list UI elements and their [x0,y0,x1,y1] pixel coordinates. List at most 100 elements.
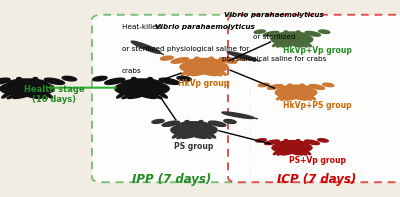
Ellipse shape [195,57,199,60]
Ellipse shape [273,150,281,155]
Text: Heat-killed: Heat-killed [122,24,164,30]
FancyBboxPatch shape [92,15,250,182]
Ellipse shape [0,78,10,84]
Ellipse shape [27,96,41,98]
Ellipse shape [277,151,287,155]
Text: HkVp+Vp group: HkVp+Vp group [283,46,352,55]
Ellipse shape [210,71,222,76]
Text: Vibrio parahaemolyticus: Vibrio parahaemolyticus [224,12,324,18]
Ellipse shape [264,31,279,36]
Ellipse shape [271,34,313,45]
Ellipse shape [199,121,203,123]
Ellipse shape [44,78,64,84]
Text: HkVp group: HkVp group [178,79,230,88]
Ellipse shape [131,41,161,53]
Ellipse shape [171,58,189,63]
Ellipse shape [142,96,156,98]
Ellipse shape [115,81,169,96]
Ellipse shape [284,31,288,33]
Ellipse shape [117,91,126,98]
Ellipse shape [200,134,211,138]
Ellipse shape [319,30,330,33]
Ellipse shape [288,84,292,86]
Ellipse shape [171,124,217,136]
Ellipse shape [185,121,189,123]
Ellipse shape [62,76,76,81]
Ellipse shape [304,41,312,46]
Ellipse shape [292,153,302,155]
Ellipse shape [318,139,328,142]
Ellipse shape [148,78,153,81]
Ellipse shape [323,83,334,87]
Text: HkVp+PS group: HkVp+PS group [283,101,352,110]
Text: or sterilized: or sterilized [253,34,295,40]
Ellipse shape [218,69,226,75]
Ellipse shape [33,78,38,81]
Ellipse shape [13,96,28,98]
Ellipse shape [224,120,236,123]
Ellipse shape [93,76,107,81]
Ellipse shape [265,140,279,145]
Ellipse shape [268,85,283,89]
FancyBboxPatch shape [228,15,400,182]
Ellipse shape [305,140,319,145]
Ellipse shape [204,73,216,76]
Ellipse shape [7,79,48,89]
Ellipse shape [152,120,164,123]
Ellipse shape [275,87,317,98]
Ellipse shape [7,93,20,98]
Ellipse shape [16,78,22,81]
Ellipse shape [177,76,191,81]
Ellipse shape [105,78,125,84]
Ellipse shape [303,150,311,155]
Text: ICP (7 days): ICP (7 days) [277,173,356,186]
Ellipse shape [296,139,300,142]
Ellipse shape [219,58,237,63]
Ellipse shape [284,139,288,142]
Text: or sterilized physiological saline for: or sterilized physiological saline for [122,46,249,52]
Ellipse shape [258,83,269,87]
Ellipse shape [286,98,296,100]
Text: Vibrio parahaemolyticus: Vibrio parahaemolyticus [155,24,255,30]
Ellipse shape [272,41,280,46]
Text: IPP (7 days): IPP (7 days) [132,173,211,186]
Ellipse shape [296,31,300,33]
Ellipse shape [177,134,188,138]
Text: crabs: crabs [122,68,142,74]
Ellipse shape [298,43,307,47]
Ellipse shape [186,71,198,76]
Ellipse shape [209,121,226,126]
Ellipse shape [272,142,312,153]
Ellipse shape [182,136,194,138]
Ellipse shape [160,56,173,60]
Ellipse shape [182,69,190,75]
Ellipse shape [308,95,316,100]
Ellipse shape [280,85,312,93]
Ellipse shape [0,81,54,96]
Ellipse shape [192,73,204,76]
Ellipse shape [297,151,307,155]
Text: physiological saline for crabs: physiological saline for crabs [222,56,326,62]
Ellipse shape [282,45,292,47]
Ellipse shape [122,93,135,98]
Ellipse shape [277,141,307,148]
Ellipse shape [296,98,306,100]
Ellipse shape [207,132,216,138]
Ellipse shape [158,91,167,98]
Ellipse shape [172,132,181,138]
Ellipse shape [300,84,304,86]
Ellipse shape [276,95,284,100]
Text: PS group: PS group [174,142,214,151]
Ellipse shape [194,136,206,138]
Ellipse shape [209,57,213,60]
Ellipse shape [128,96,142,98]
Ellipse shape [281,96,290,100]
Ellipse shape [180,60,228,73]
Ellipse shape [159,78,179,84]
Ellipse shape [235,56,248,60]
Ellipse shape [43,91,52,98]
Ellipse shape [276,32,308,40]
Ellipse shape [277,43,286,47]
Ellipse shape [256,139,266,142]
Text: PS+Vp group: PS+Vp group [289,156,346,165]
